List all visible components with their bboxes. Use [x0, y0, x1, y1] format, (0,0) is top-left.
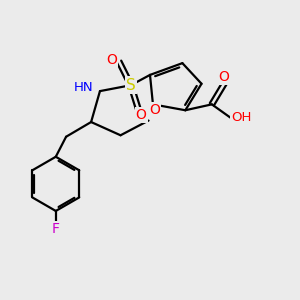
- Text: OH: OH: [231, 111, 251, 124]
- Text: O: O: [218, 70, 229, 84]
- Text: O: O: [106, 53, 117, 67]
- Text: F: F: [52, 222, 60, 236]
- Text: O: O: [136, 108, 147, 122]
- Text: S: S: [126, 78, 136, 93]
- Text: HN: HN: [74, 81, 94, 94]
- Text: O: O: [149, 103, 160, 117]
